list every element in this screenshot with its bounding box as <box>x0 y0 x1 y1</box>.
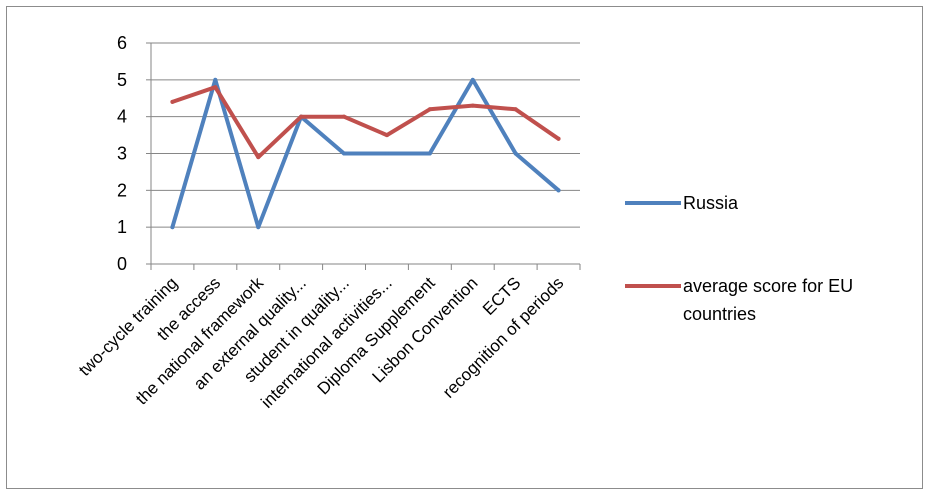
data-point <box>427 151 432 156</box>
data-point <box>342 114 347 119</box>
legend-label: Russia <box>683 193 739 213</box>
data-point <box>170 225 175 230</box>
data-point <box>513 107 518 112</box>
y-tick-label: 1 <box>117 217 127 237</box>
legend: Russia average score for EU countries <box>625 193 853 324</box>
data-point <box>213 85 218 90</box>
y-tick-label: 2 <box>117 180 127 200</box>
data-point <box>384 133 389 138</box>
grid-lines <box>151 42 580 228</box>
data-point <box>213 77 218 82</box>
data-point <box>556 188 561 193</box>
data-point <box>256 225 261 230</box>
data-point <box>170 99 175 104</box>
data-point <box>299 114 304 119</box>
data-point <box>556 136 561 141</box>
data-point <box>342 151 347 156</box>
y-tick-label: 4 <box>117 107 127 127</box>
y-axis-ticks: 0 1 2 3 4 5 6 <box>117 33 151 274</box>
y-tick-label: 5 <box>117 70 127 90</box>
series-lines <box>170 77 561 230</box>
series-line-0 <box>170 77 561 230</box>
data-point <box>427 107 432 112</box>
data-point <box>470 77 475 82</box>
chart-frame <box>6 6 923 489</box>
data-point <box>513 151 518 156</box>
data-point <box>470 103 475 108</box>
legend-label: average score for EU countries <box>683 276 853 324</box>
series-line-1 <box>170 85 561 160</box>
y-tick-label: 6 <box>117 33 127 53</box>
y-tick-label: 3 <box>117 144 127 164</box>
data-point <box>256 155 261 160</box>
y-tick-label: 0 <box>117 254 127 274</box>
data-point <box>384 151 389 156</box>
